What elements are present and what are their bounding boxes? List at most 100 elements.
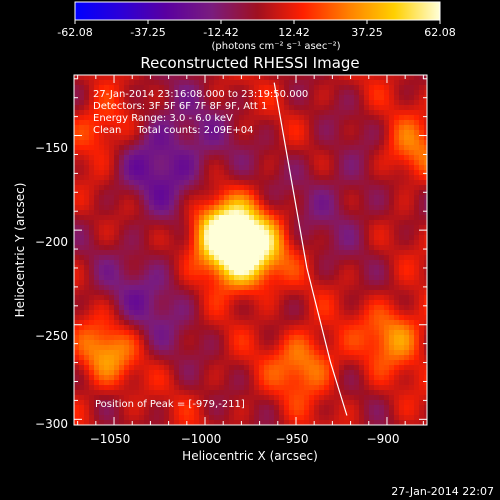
heatmap-cell [239,280,245,286]
heatmap-cell [209,160,215,166]
heatmap-cell [349,345,355,351]
heatmap-cell [149,195,155,201]
heatmap-cell [354,175,360,181]
heatmap-cell [104,155,110,161]
heatmap-cell [224,205,230,211]
heatmap-cell [239,330,245,336]
heatmap-cell [409,220,415,226]
heatmap-cell [179,310,185,316]
heatmap-cell [304,125,310,131]
heatmap-cell [249,230,255,236]
heatmap-cell [154,380,160,386]
heatmap-cell [189,250,195,256]
heatmap-cell [194,360,200,366]
heatmap-cell [184,195,190,201]
heatmap-cell [314,330,320,336]
heatmap-cell [364,155,370,161]
heatmap-cell [384,315,390,321]
heatmap-cell [269,415,275,421]
heatmap-cell [234,410,240,416]
heatmap-cell [409,410,415,416]
heatmap-cell [274,255,280,261]
heatmap-cell [99,365,105,371]
heatmap-cell [154,210,160,216]
heatmap-cell [219,330,225,336]
heatmap-cell [389,380,395,386]
annotation-clean-counts: Clean Total counts: 2.09E+04 [93,125,253,136]
heatmap-cell [359,255,365,261]
heatmap-cell [74,155,80,161]
heatmap-cell [289,195,295,201]
heatmap-cell [389,335,395,341]
heatmap-cell [419,340,425,346]
heatmap-cell [389,275,395,281]
heatmap-cell [294,370,300,376]
heatmap-cell [329,95,335,101]
heatmap-cell [134,335,140,341]
heatmap-cell [219,355,225,361]
heatmap-cell [419,265,425,271]
heatmap-cell [274,285,280,291]
heatmap-cell [274,190,280,196]
heatmap-cell [334,85,340,91]
heatmap-cell [399,300,405,306]
heatmap-cell [229,190,235,196]
heatmap-cell [294,330,300,336]
heatmap-cell [219,80,225,86]
heatmap-cell [89,230,95,236]
heatmap-cell [99,180,105,186]
heatmap-cell [369,320,375,326]
heatmap-cell [119,205,125,211]
heatmap-cell [244,120,250,126]
heatmap-cell [409,190,415,196]
heatmap-cell [309,255,315,261]
heatmap-cell [129,235,135,241]
heatmap-cell [334,95,340,101]
heatmap-cell [229,160,235,166]
heatmap-cell [409,300,415,306]
heatmap-cell [284,220,290,226]
heatmap-cell [394,105,400,111]
heatmap-cell [89,310,95,316]
heatmap-cell [94,210,100,216]
heatmap-cell [334,385,340,391]
heatmap-cell [139,80,145,86]
heatmap-cell [99,125,105,131]
heatmap-cell [309,305,315,311]
heatmap-cell [414,220,420,226]
heatmap-cell [189,280,195,286]
heatmap-cell [359,385,365,391]
heatmap-cell [324,190,330,196]
heatmap-cell [249,165,255,171]
heatmap-cell [369,195,375,201]
heatmap-cell [144,130,150,136]
heatmap-cell [114,230,120,236]
heatmap-cell [334,335,340,341]
heatmap-cell [334,240,340,246]
heatmap-cell [79,205,85,211]
heatmap-cell [364,115,370,121]
heatmap-cell [269,340,275,346]
heatmap-cell [139,215,145,221]
heatmap-cell [409,170,415,176]
heatmap-cell [104,215,110,221]
heatmap-cell [174,225,180,231]
heatmap-cell [299,315,305,321]
heatmap-cell [149,160,155,166]
heatmap-cell [159,300,165,306]
heatmap-cell [109,355,115,361]
heatmap-cell [214,375,220,381]
heatmap-cell [369,180,375,186]
heatmap-cell [274,330,280,336]
heatmap-cell [379,235,385,241]
heatmap-cell [324,385,330,391]
heatmap-cell [124,360,130,366]
heatmap-cell [94,115,100,121]
heatmap-cell [249,200,255,206]
heatmap-cell [144,155,150,161]
heatmap-cell [279,400,285,406]
heatmap-cell [384,345,390,351]
heatmap-cell [164,250,170,256]
heatmap-cell [404,240,410,246]
heatmap-cell [139,355,145,361]
